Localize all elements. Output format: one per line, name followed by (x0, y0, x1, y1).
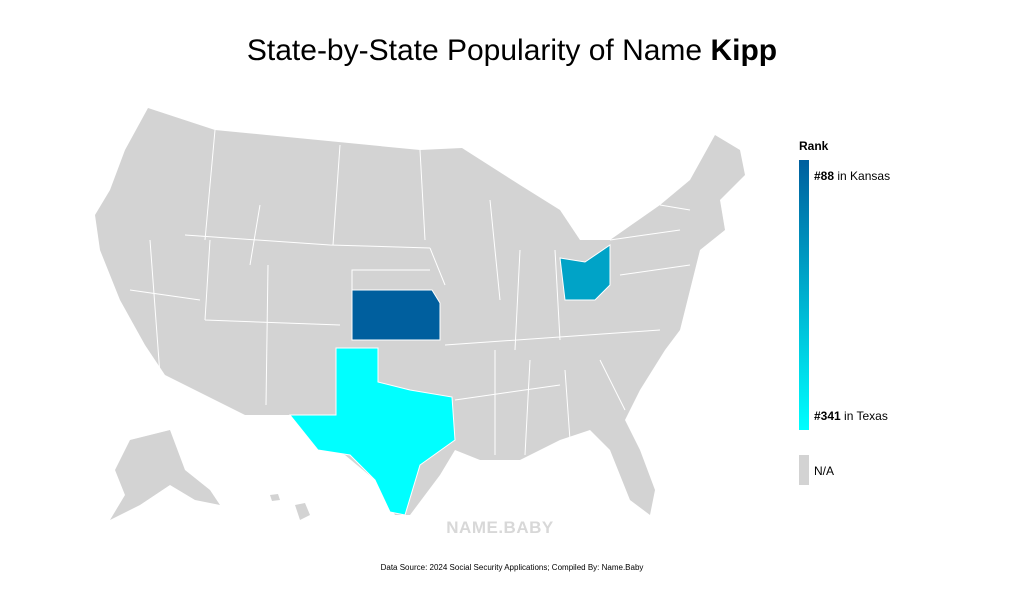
hawaii (270, 494, 310, 520)
legend-bottom: #341 in Texas (814, 409, 888, 423)
legend-na: N/A (814, 464, 834, 478)
title-name: Kipp (710, 34, 777, 67)
watermark: NAME.BABY (446, 518, 554, 537)
legend-top-rank: #88 (814, 169, 834, 183)
legend-na-swatch (799, 455, 809, 485)
title: State-by-State Popularity of Name Kipp (247, 34, 777, 67)
us-map (95, 108, 745, 520)
legend: Rank #88 in Kansas #341 in Texas N/A (799, 139, 890, 485)
legend-gradient (799, 160, 809, 430)
ohio (559, 244, 611, 301)
title-text: State-by-State Popularity of Name (247, 34, 711, 67)
legend-title: Rank (799, 139, 829, 153)
footer: Data Source: 2024 Social Security Applic… (381, 563, 644, 572)
alaska (110, 430, 220, 520)
texas (288, 347, 456, 516)
legend-bottom-text: in Texas (841, 409, 888, 423)
legend-top: #88 in Kansas (814, 169, 890, 183)
kansas (351, 289, 441, 341)
state-borders (129, 129, 691, 456)
legend-top-text: in Kansas (834, 169, 890, 183)
legend-bottom-rank: #341 (814, 409, 841, 423)
